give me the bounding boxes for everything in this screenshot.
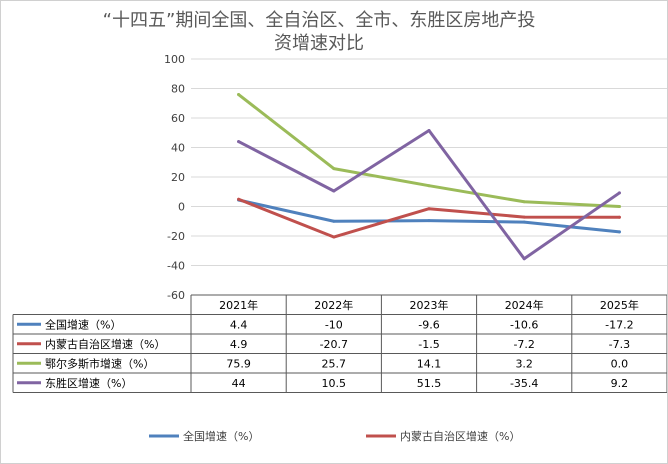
table-series-name: 全国增速（%） <box>45 317 121 331</box>
grid-layer <box>191 58 667 296</box>
data-point <box>332 167 336 171</box>
series-line <box>237 129 621 261</box>
data-point <box>332 219 336 223</box>
data-point <box>237 197 241 201</box>
table-cell-value: 9.2 <box>611 377 629 390</box>
y-tick-label: -20 <box>167 230 185 243</box>
table-cell-value: 51.5 <box>417 377 442 390</box>
y-tick-label: 0 <box>178 201 185 214</box>
table-cell-value: -7.2 <box>513 338 534 351</box>
legend: 全国增速（%） 内蒙古自治区增速（%） <box>149 429 520 443</box>
series-lines <box>237 93 621 261</box>
y-tick-label: 40 <box>171 142 185 155</box>
table-cell-value: 4.9 <box>230 338 248 351</box>
x-category-label: 2024年 <box>505 298 544 312</box>
table-cell-value: 25.7 <box>322 357 347 370</box>
table-series-name: 东胜区增速（%） <box>45 376 132 390</box>
table-cell-value: -17.2 <box>605 318 633 331</box>
table-cell-value: 75.9 <box>226 357 251 370</box>
data-point <box>332 189 336 193</box>
data-point <box>332 235 336 239</box>
x-category-label: 2023年 <box>410 298 449 312</box>
table-cell-value: -9.6 <box>418 318 439 331</box>
y-tick-label: 80 <box>171 83 185 96</box>
data-point <box>237 93 241 97</box>
x-category-label: 2021年 <box>219 298 258 312</box>
table-series-name: 内蒙古自治区增速（%） <box>45 337 165 351</box>
table-cell-value: 4.4 <box>230 318 248 331</box>
data-point <box>427 219 431 223</box>
table-cell-value: -20.7 <box>320 338 348 351</box>
table-cell-value: -1.5 <box>418 338 439 351</box>
table-cell-value: -7.3 <box>609 338 630 351</box>
table-cell-value: -10.6 <box>510 318 538 331</box>
data-point <box>522 200 526 204</box>
data-point <box>617 191 621 195</box>
y-tick-label: -40 <box>167 260 185 273</box>
data-point <box>427 129 431 133</box>
data-point <box>617 230 621 234</box>
data-point <box>617 215 621 219</box>
table-series-name: 鄂尔多斯市增速（%） <box>45 356 154 370</box>
y-tick-label: -60 <box>167 289 185 302</box>
y-tick-labels: 100 80 60 40 20 0 -20 -40 -60 <box>164 53 185 302</box>
table-cell-value: 14.1 <box>417 357 442 370</box>
data-point <box>427 207 431 211</box>
table-cell-value: 10.5 <box>322 377 347 390</box>
table-cell-value: -35.4 <box>510 377 538 390</box>
legend-label: 内蒙古自治区增速（%） <box>400 429 520 443</box>
y-tick-label: 60 <box>171 112 185 125</box>
legend-label: 全国增速（%） <box>183 429 259 443</box>
data-point <box>522 215 526 219</box>
x-category-label: 2022年 <box>314 298 353 312</box>
chart-title-line1: “十四五”期间全国、全自治区、全市、东胜区房地产投 <box>103 10 536 31</box>
data-point <box>522 257 526 261</box>
data-point <box>617 205 621 208</box>
x-category-label: 2025年 <box>600 298 639 312</box>
series-line <box>237 93 621 208</box>
table-cell-value: 44 <box>232 377 246 390</box>
y-tick-label: 100 <box>164 53 185 66</box>
table-cell-value: -10 <box>325 318 343 331</box>
data-point <box>427 184 431 188</box>
data-point <box>237 140 241 144</box>
table-cell-value: 3.2 <box>515 357 533 370</box>
chart-title: “十四五”期间全国、全自治区、全市、东胜区房地产投 资增速对比 <box>103 10 536 54</box>
y-tick-label: 20 <box>171 171 185 184</box>
table-cell-value: 0.0 <box>611 357 629 370</box>
data-point <box>522 220 526 224</box>
chart-title-line2: 资增速对比 <box>274 33 364 54</box>
